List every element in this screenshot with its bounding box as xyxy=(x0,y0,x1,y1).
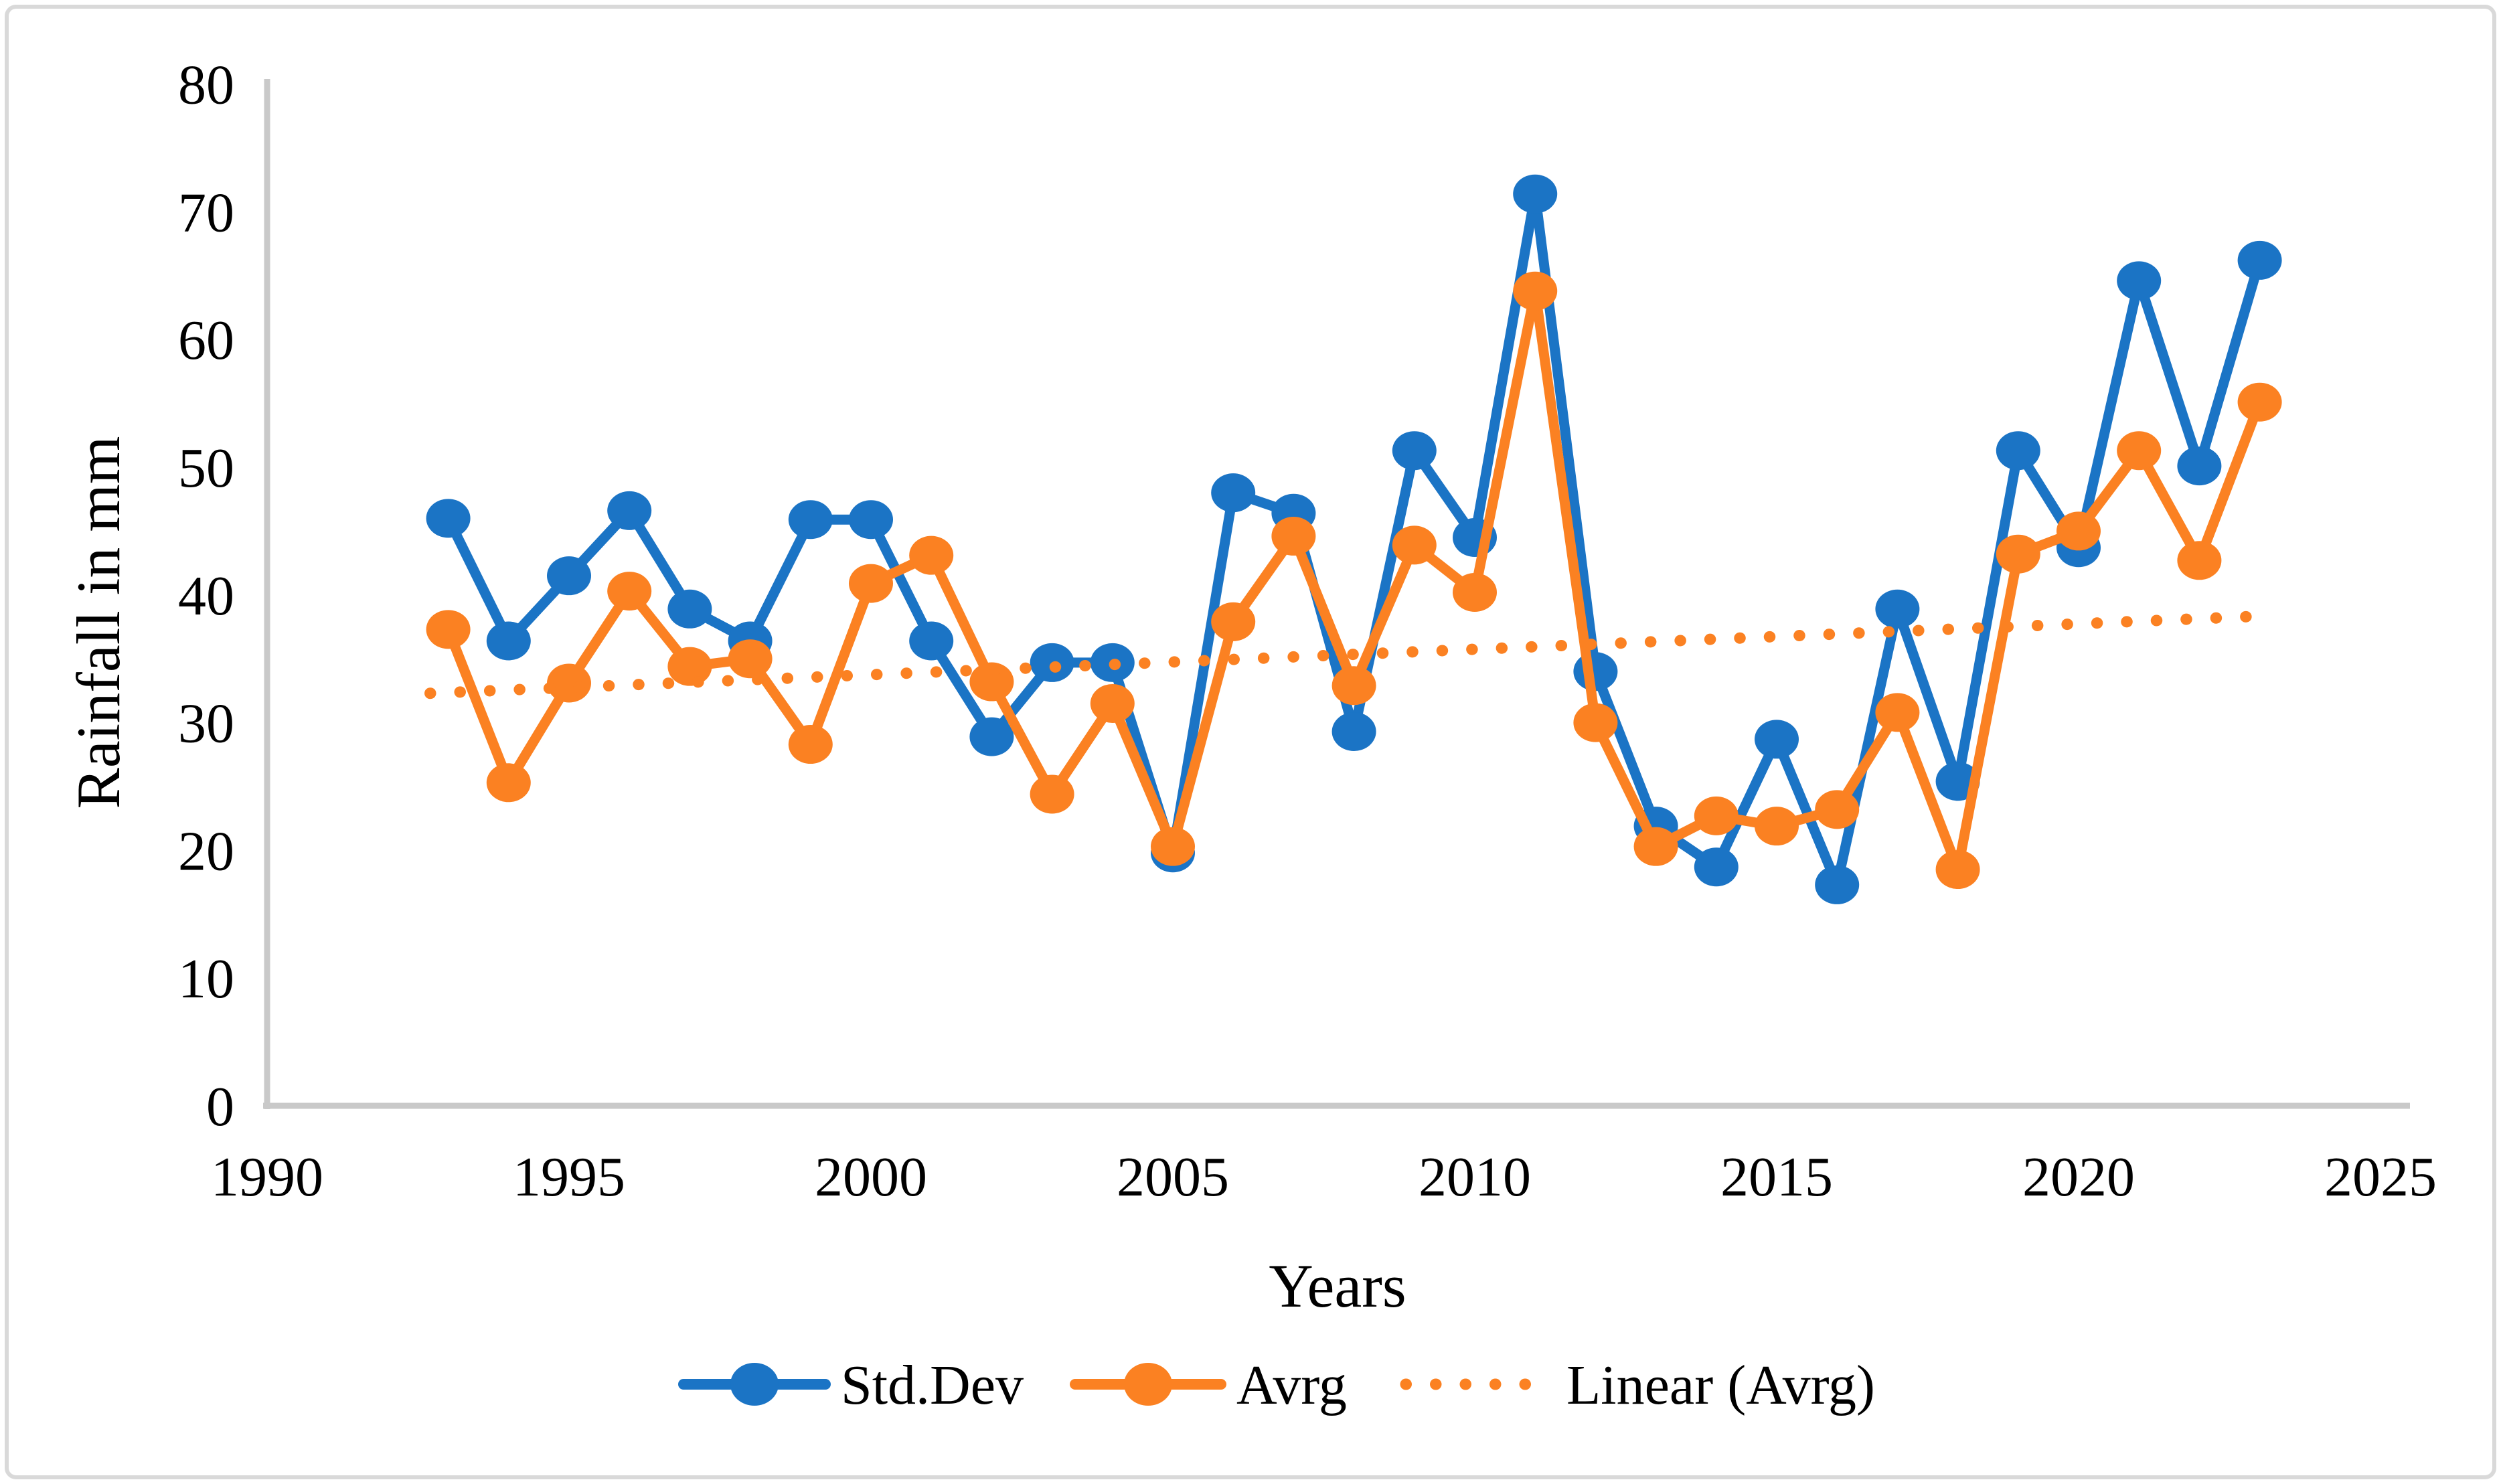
series-std-dev-marker xyxy=(1573,652,1618,691)
x-tick-label: 2025 xyxy=(2324,1146,2437,1208)
y-tick-label: 80 xyxy=(178,54,234,116)
series-avrg-marker xyxy=(2237,382,2282,422)
y-tick-label: 40 xyxy=(178,565,234,627)
x-tick-label: 1990 xyxy=(211,1146,323,1208)
series-avrg-marker xyxy=(1815,790,1860,829)
x-tick-label: 2020 xyxy=(2022,1146,2135,1208)
series-avrg-marker xyxy=(2177,541,2222,580)
series-avrg-marker xyxy=(1151,827,1195,866)
series-std-dev-marker xyxy=(1996,431,2040,471)
x-tick-label: 2005 xyxy=(1117,1146,1229,1208)
series-std-dev-marker xyxy=(426,499,471,538)
y-tick-label: 70 xyxy=(178,181,234,244)
series-avrg xyxy=(426,271,2282,890)
series-std-dev-marker xyxy=(1513,174,1558,214)
x-tick-label: 1995 xyxy=(513,1146,625,1208)
series-avrg-marker xyxy=(1755,807,1799,846)
series-avrg-marker xyxy=(1332,666,1376,706)
series-std-dev-marker xyxy=(1392,431,1437,471)
y-tick-label: 30 xyxy=(178,693,234,755)
legend-label-std-dev: Std.Dev xyxy=(841,1354,1024,1416)
series-std-dev-marker xyxy=(1211,473,1256,513)
series-std-dev-marker xyxy=(2237,240,2282,280)
legend-item-avrg: Avrg xyxy=(1070,1354,1347,1416)
series-avrg-marker xyxy=(426,610,471,649)
series-std-dev-marker xyxy=(1694,847,1739,887)
series-std-dev-marker xyxy=(1332,712,1376,751)
series-std-dev-marker xyxy=(486,621,531,661)
series-avrg-marker xyxy=(667,647,712,686)
series-std-dev-marker xyxy=(547,556,591,596)
series-avrg-marker xyxy=(1513,271,1558,311)
legend-swatch-marker-avrg xyxy=(1124,1363,1172,1406)
series-std-dev-marker xyxy=(1875,589,1920,629)
series-avrg-marker xyxy=(486,763,531,803)
axes xyxy=(263,79,2410,1109)
series-avrg-marker xyxy=(607,572,652,611)
x-axis-title: Years xyxy=(1269,1252,1406,1320)
series-avrg-marker xyxy=(1573,703,1618,742)
legend-label-linear-avrg-: Linear (Avrg) xyxy=(1566,1354,1875,1416)
y-tick-labels: 0 10 20 30 40 50 60 70 80 xyxy=(178,54,234,1138)
y-axis-title: Rainfall in mm xyxy=(64,436,133,809)
series-std-dev-marker xyxy=(607,491,652,530)
series-avrg-marker xyxy=(849,564,893,603)
trendline-linear-avrg xyxy=(424,610,2254,699)
legend-swatch-marker-std-dev xyxy=(730,1363,779,1406)
x-tick-label: 2000 xyxy=(815,1146,927,1208)
series-avrg-marker xyxy=(969,662,1014,702)
series-avrg-marker xyxy=(1694,796,1739,835)
x-tick-label: 2015 xyxy=(1720,1146,1833,1208)
x-tick-label: 2010 xyxy=(1419,1146,1531,1208)
series-avrg-marker xyxy=(1211,602,1256,641)
series-avrg-marker xyxy=(1392,525,1437,565)
series-avrg-marker xyxy=(909,535,954,575)
series-avrg-marker xyxy=(2056,511,2101,551)
series-std-dev-marker xyxy=(849,500,893,540)
series-std-dev-marker xyxy=(969,717,1014,756)
y-tick-label: 50 xyxy=(178,437,234,499)
y-tick-label: 60 xyxy=(178,309,234,372)
series-std-dev-marker xyxy=(909,621,954,661)
series-avrg-marker xyxy=(1996,534,2040,574)
series-std-dev-marker xyxy=(2177,446,2222,486)
series-std-dev-marker xyxy=(1815,865,1860,904)
legend-label-avrg: Avrg xyxy=(1236,1354,1347,1416)
series-avrg-marker xyxy=(2117,431,2162,471)
y-tick-label: 20 xyxy=(178,820,234,882)
series-std-dev-line xyxy=(443,189,2265,890)
series-avrg-marker xyxy=(788,725,833,764)
series-avrg-marker xyxy=(1090,683,1135,723)
series-avrg-line xyxy=(443,286,2265,875)
series-avrg-marker xyxy=(1875,693,1920,732)
legend-item-linear-avrg-: Linear (Avrg) xyxy=(1400,1354,1875,1416)
series-avrg-marker xyxy=(547,663,591,703)
y-tick-label: 0 xyxy=(206,1076,234,1138)
series-avrg-marker xyxy=(1935,850,1980,890)
legend: Std.Dev Avrg Linear (Avrg) xyxy=(678,1354,1875,1416)
chart-frame-border xyxy=(5,5,2496,1479)
series-std-dev-marker xyxy=(2117,261,2162,301)
series-avrg-marker xyxy=(1271,517,1316,556)
x-tick-labels: 1990 1995 2000 2005 2010 2015 2020 2025 xyxy=(211,1146,2437,1208)
series-std-dev-marker xyxy=(1755,720,1799,759)
series-avrg-marker xyxy=(728,639,773,679)
series-avrg-marker xyxy=(1633,827,1678,866)
y-tick-label: 10 xyxy=(178,948,234,1010)
series-std-dev xyxy=(426,174,2282,904)
series-std-dev-marker xyxy=(788,500,833,540)
legend-item-std-dev: Std.Dev xyxy=(678,1354,1024,1416)
series-std-dev-marker xyxy=(667,589,712,629)
series-avrg-marker xyxy=(1453,572,1497,612)
series-avrg-marker xyxy=(1030,774,1074,814)
